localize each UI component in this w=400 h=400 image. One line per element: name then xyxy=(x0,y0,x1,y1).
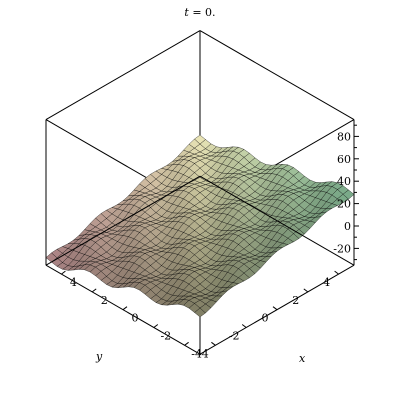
surface-patch xyxy=(194,134,206,145)
title-variable: t xyxy=(184,6,189,19)
z-tick-label: -20 xyxy=(333,242,351,255)
x-tick-label: 2 xyxy=(101,294,108,307)
x-tick-mark xyxy=(61,270,66,275)
x-tick-label: 0 xyxy=(132,312,139,325)
x-tick-label: -4 xyxy=(191,347,202,360)
surface-mesh xyxy=(45,134,355,318)
y-tick-mark xyxy=(241,324,247,328)
z-tick-label: 60 xyxy=(337,153,351,166)
z-axis: 80 60 40 20 0 -20 xyxy=(333,124,359,261)
y-tick-label: -2 xyxy=(229,330,240,343)
x-axis-label: x xyxy=(299,352,306,365)
x-tick-mark xyxy=(153,324,159,328)
x-tick-mark xyxy=(91,288,97,293)
bounding-box-front xyxy=(45,30,355,266)
y-tick-label: 4 xyxy=(323,276,330,289)
y-tick-mark xyxy=(211,341,216,346)
x-axis: -4 -2 0 2 4 xyxy=(61,270,202,360)
box-edge-top xyxy=(45,30,201,121)
plot-title: t = 0. xyxy=(184,6,215,19)
x-tick-label: 4 xyxy=(70,276,77,289)
z-tick-label: 0 xyxy=(344,220,351,233)
z-tick-label: 40 xyxy=(337,175,351,188)
z-tick-label: 80 xyxy=(337,130,351,143)
y-tick-mark xyxy=(272,306,278,311)
y-tick-mark xyxy=(303,288,309,293)
box-edge-bottom xyxy=(45,175,201,266)
y-axis-label: y xyxy=(95,350,103,363)
y-tick-label: 0 xyxy=(262,312,269,325)
box-edge-top xyxy=(199,30,355,121)
box-edge-bottom xyxy=(199,175,355,266)
y-axis: -4 -2 0 2 4 xyxy=(198,270,339,360)
y-tick-label: 2 xyxy=(292,294,299,307)
z-tick-label: 20 xyxy=(337,198,351,211)
x-tick-label: -2 xyxy=(160,330,171,343)
title-value: = 0. xyxy=(189,6,216,19)
x-tick-mark xyxy=(122,306,128,311)
x-tick-mark xyxy=(184,341,189,346)
y-tick-label: -4 xyxy=(198,347,209,360)
y-tick-mark xyxy=(334,270,339,275)
